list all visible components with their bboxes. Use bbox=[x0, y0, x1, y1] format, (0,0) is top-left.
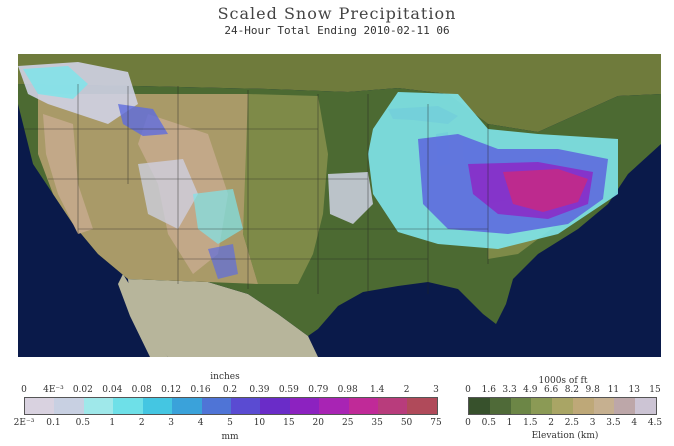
mexico-land bbox=[128, 279, 318, 357]
inches-tick: 0.04 bbox=[102, 385, 123, 395]
elevation-color-swatch bbox=[510, 398, 532, 414]
precip-color-swatch bbox=[54, 398, 84, 414]
mm-tick: 0.5 bbox=[75, 418, 91, 428]
mm-unit-label: mm bbox=[221, 432, 239, 442]
snow-nm bbox=[208, 244, 238, 279]
elevation-km-tick: 4 bbox=[631, 418, 638, 428]
elevation-ft-tick: 15 bbox=[649, 385, 661, 395]
elevation-ft-tick: 3.3 bbox=[502, 385, 517, 395]
precip-color-swatch bbox=[407, 398, 437, 414]
elevation-color-swatch bbox=[593, 398, 615, 414]
elevation-color-bar bbox=[468, 397, 657, 415]
mm-tick: 15 bbox=[283, 418, 295, 428]
precip-color-swatch bbox=[348, 398, 379, 414]
precip-color-swatch bbox=[378, 398, 408, 414]
elevation-km-tick: 3 bbox=[589, 418, 596, 428]
elevation-km-unit-label: Elevation (km) bbox=[531, 431, 599, 441]
canada-land bbox=[18, 54, 661, 132]
mm-tick: 50 bbox=[400, 418, 413, 428]
mm-tick: 75 bbox=[430, 418, 442, 428]
elevation-ft-tick: 4.9 bbox=[523, 385, 538, 395]
elevation-km-tick: 1.5 bbox=[523, 418, 538, 428]
inches-tick: 0.08 bbox=[131, 385, 152, 395]
precip-color-swatch bbox=[230, 398, 261, 414]
precip-color-swatch bbox=[201, 398, 231, 414]
elevation-km-tick: 0.5 bbox=[481, 418, 496, 428]
inches-tick: 0.98 bbox=[337, 385, 358, 395]
great-plains bbox=[238, 94, 328, 284]
elevation-color-swatch bbox=[635, 398, 657, 414]
inches-tick: 0 bbox=[21, 385, 27, 395]
precip-color-swatch bbox=[289, 398, 320, 414]
elevation-color-swatch bbox=[489, 398, 511, 414]
elevation-ft-tick: 6.6 bbox=[543, 385, 559, 395]
precip-color-swatch bbox=[260, 398, 290, 414]
snow-plains-patch bbox=[328, 172, 373, 224]
inches-tick: 0.16 bbox=[190, 385, 211, 395]
inches-tick: 0.79 bbox=[308, 385, 329, 395]
inches-tick: 2 bbox=[403, 385, 410, 395]
elevation-color-swatch bbox=[552, 398, 573, 414]
precip-color-swatch bbox=[113, 398, 143, 414]
elevation-ft-tick: 8.2 bbox=[564, 385, 580, 395]
inches-tick: 0.59 bbox=[278, 385, 299, 395]
map-title: Scaled Snow Precipitation bbox=[217, 4, 457, 23]
snow-precipitation-map bbox=[18, 54, 661, 357]
sierra-cascades bbox=[43, 114, 93, 234]
mm-tick: 35 bbox=[371, 418, 383, 428]
mm-tick: 5 bbox=[227, 418, 233, 428]
snow-utah bbox=[138, 159, 198, 229]
precip-color-swatch bbox=[142, 398, 173, 414]
mm-tick: 3 bbox=[168, 418, 175, 428]
elevation-ft-tick: 11 bbox=[607, 385, 620, 395]
elevation-ft-unit-label: 1000s of ft bbox=[538, 376, 588, 386]
elevation-ft-tick: 13 bbox=[628, 385, 640, 395]
precip-color-swatch bbox=[319, 398, 349, 414]
inches-tick: 4E⁻³ bbox=[43, 385, 64, 395]
inches-tick: 3 bbox=[433, 385, 439, 395]
elevation-km-tick: 3.5 bbox=[606, 418, 621, 428]
mm-tick: 0.1 bbox=[46, 418, 61, 428]
mm-tick: 25 bbox=[341, 418, 354, 428]
baja-land bbox=[118, 274, 168, 357]
elevation-km-tick: 4.5 bbox=[647, 418, 663, 428]
inches-tick: 0.02 bbox=[72, 385, 93, 395]
elevation-km-tick: 1 bbox=[506, 418, 513, 428]
map-subtitle: 24-Hour Total Ending 2010-02-11 06 bbox=[224, 24, 450, 37]
snow-west-cyan bbox=[23, 66, 88, 99]
precipitation-color-bar bbox=[24, 397, 438, 415]
elevation-color-swatch bbox=[572, 398, 594, 414]
elevation-km-tick: 2.5 bbox=[564, 418, 580, 428]
mm-tick: 4 bbox=[197, 418, 204, 428]
elevation-ft-tick: 1.6 bbox=[481, 385, 496, 395]
elevation-color-swatch bbox=[531, 398, 553, 414]
inches-tick: 1.4 bbox=[369, 385, 385, 395]
state-borders bbox=[18, 84, 489, 294]
inches-tick: 0.39 bbox=[249, 385, 270, 395]
precip-color-swatch bbox=[83, 398, 114, 414]
elevation-ft-tick: 9.8 bbox=[585, 385, 600, 395]
mm-tick: 2 bbox=[138, 418, 145, 428]
elevation-ft-tick: 0 bbox=[465, 385, 471, 395]
inches-unit-label: inches bbox=[210, 372, 240, 382]
elevation-km-tick: 0 bbox=[465, 418, 471, 428]
precip-color-swatch bbox=[25, 398, 55, 414]
inches-tick: 0.12 bbox=[161, 385, 182, 395]
mm-tick: 1 bbox=[109, 418, 116, 428]
elevation-color-swatch bbox=[469, 398, 490, 414]
mm-tick: 10 bbox=[253, 418, 266, 428]
snow-east-magenta bbox=[503, 169, 588, 212]
elevation-color-swatch bbox=[614, 398, 636, 414]
snow-west-blue bbox=[118, 104, 168, 136]
elevation-km-tick: 2 bbox=[548, 418, 554, 428]
snow-colorado bbox=[193, 189, 243, 244]
precip-color-swatch bbox=[172, 398, 202, 414]
inches-tick: 0.2 bbox=[222, 385, 238, 395]
mm-tick: 2E⁻³ bbox=[13, 418, 35, 428]
mm-tick: 20 bbox=[312, 418, 325, 428]
